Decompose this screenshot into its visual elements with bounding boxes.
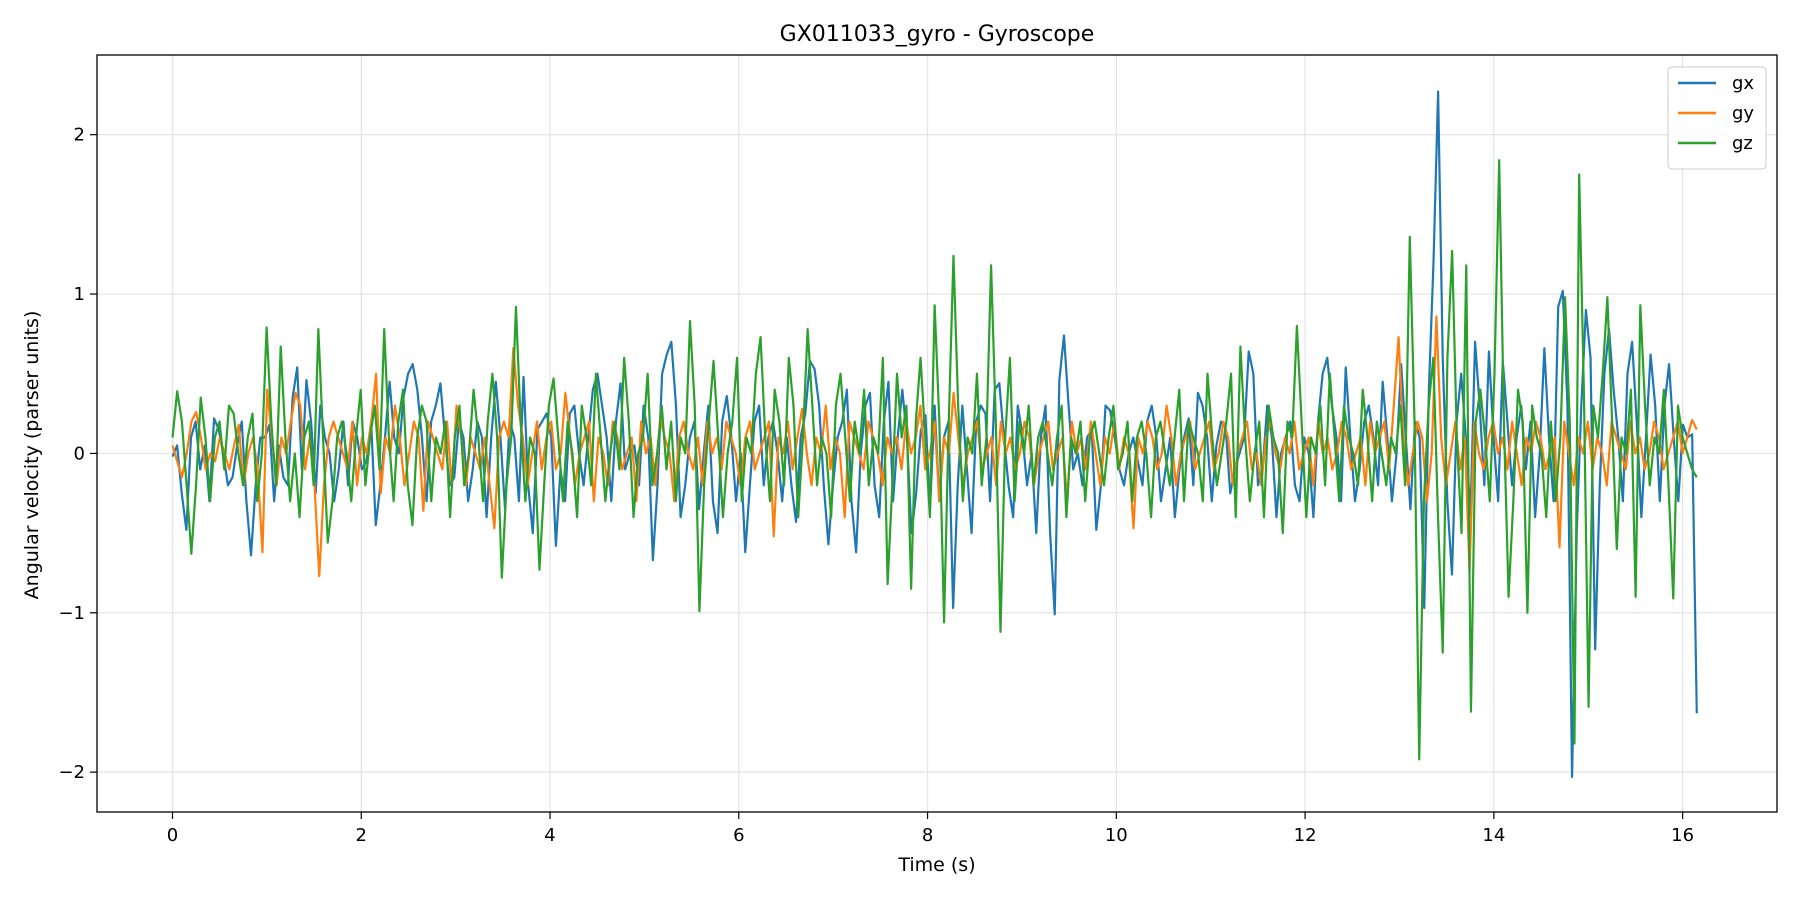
y-tick-label: 2 [74, 125, 85, 146]
x-tick-label: 0 [167, 825, 178, 846]
legend: gx gy gz [1667, 66, 1767, 170]
x-tick-label: 12 [1294, 825, 1317, 846]
y-axis-ticks: −2 −1 0 1 2 [58, 125, 97, 783]
x-axis-ticks: 0 2 4 6 8 10 12 14 16 [167, 812, 1694, 846]
series-line-gy [171, 315, 1698, 578]
y-tick-label: −2 [58, 762, 85, 783]
series-layer [171, 90, 1698, 779]
x-tick-label: 2 [356, 825, 367, 846]
x-axis-label: Time (s) [897, 854, 975, 876]
plot-frame [96, 54, 1778, 813]
x-tick-label: 14 [1482, 825, 1505, 846]
legend-label-gy: gy [1732, 103, 1754, 124]
y-axis-label: Angular velocity (parser units) [21, 311, 43, 600]
x-tick-label: 4 [544, 825, 555, 846]
y-tick-label: 1 [74, 284, 85, 305]
series-line-gz [171, 159, 1698, 761]
x-tick-label: 8 [922, 825, 933, 846]
x-tick-label: 6 [733, 825, 744, 846]
chart-title: GX011033_gyro - Gyroscope [780, 22, 1095, 47]
legend-label-gx: gx [1732, 73, 1754, 94]
x-tick-label: 16 [1671, 825, 1694, 846]
y-tick-label: 0 [74, 443, 85, 464]
series-line-gx [171, 90, 1698, 779]
x-tick-label: 10 [1105, 825, 1128, 846]
legend-label-gz: gz [1732, 133, 1753, 154]
y-tick-label: −1 [58, 603, 85, 624]
